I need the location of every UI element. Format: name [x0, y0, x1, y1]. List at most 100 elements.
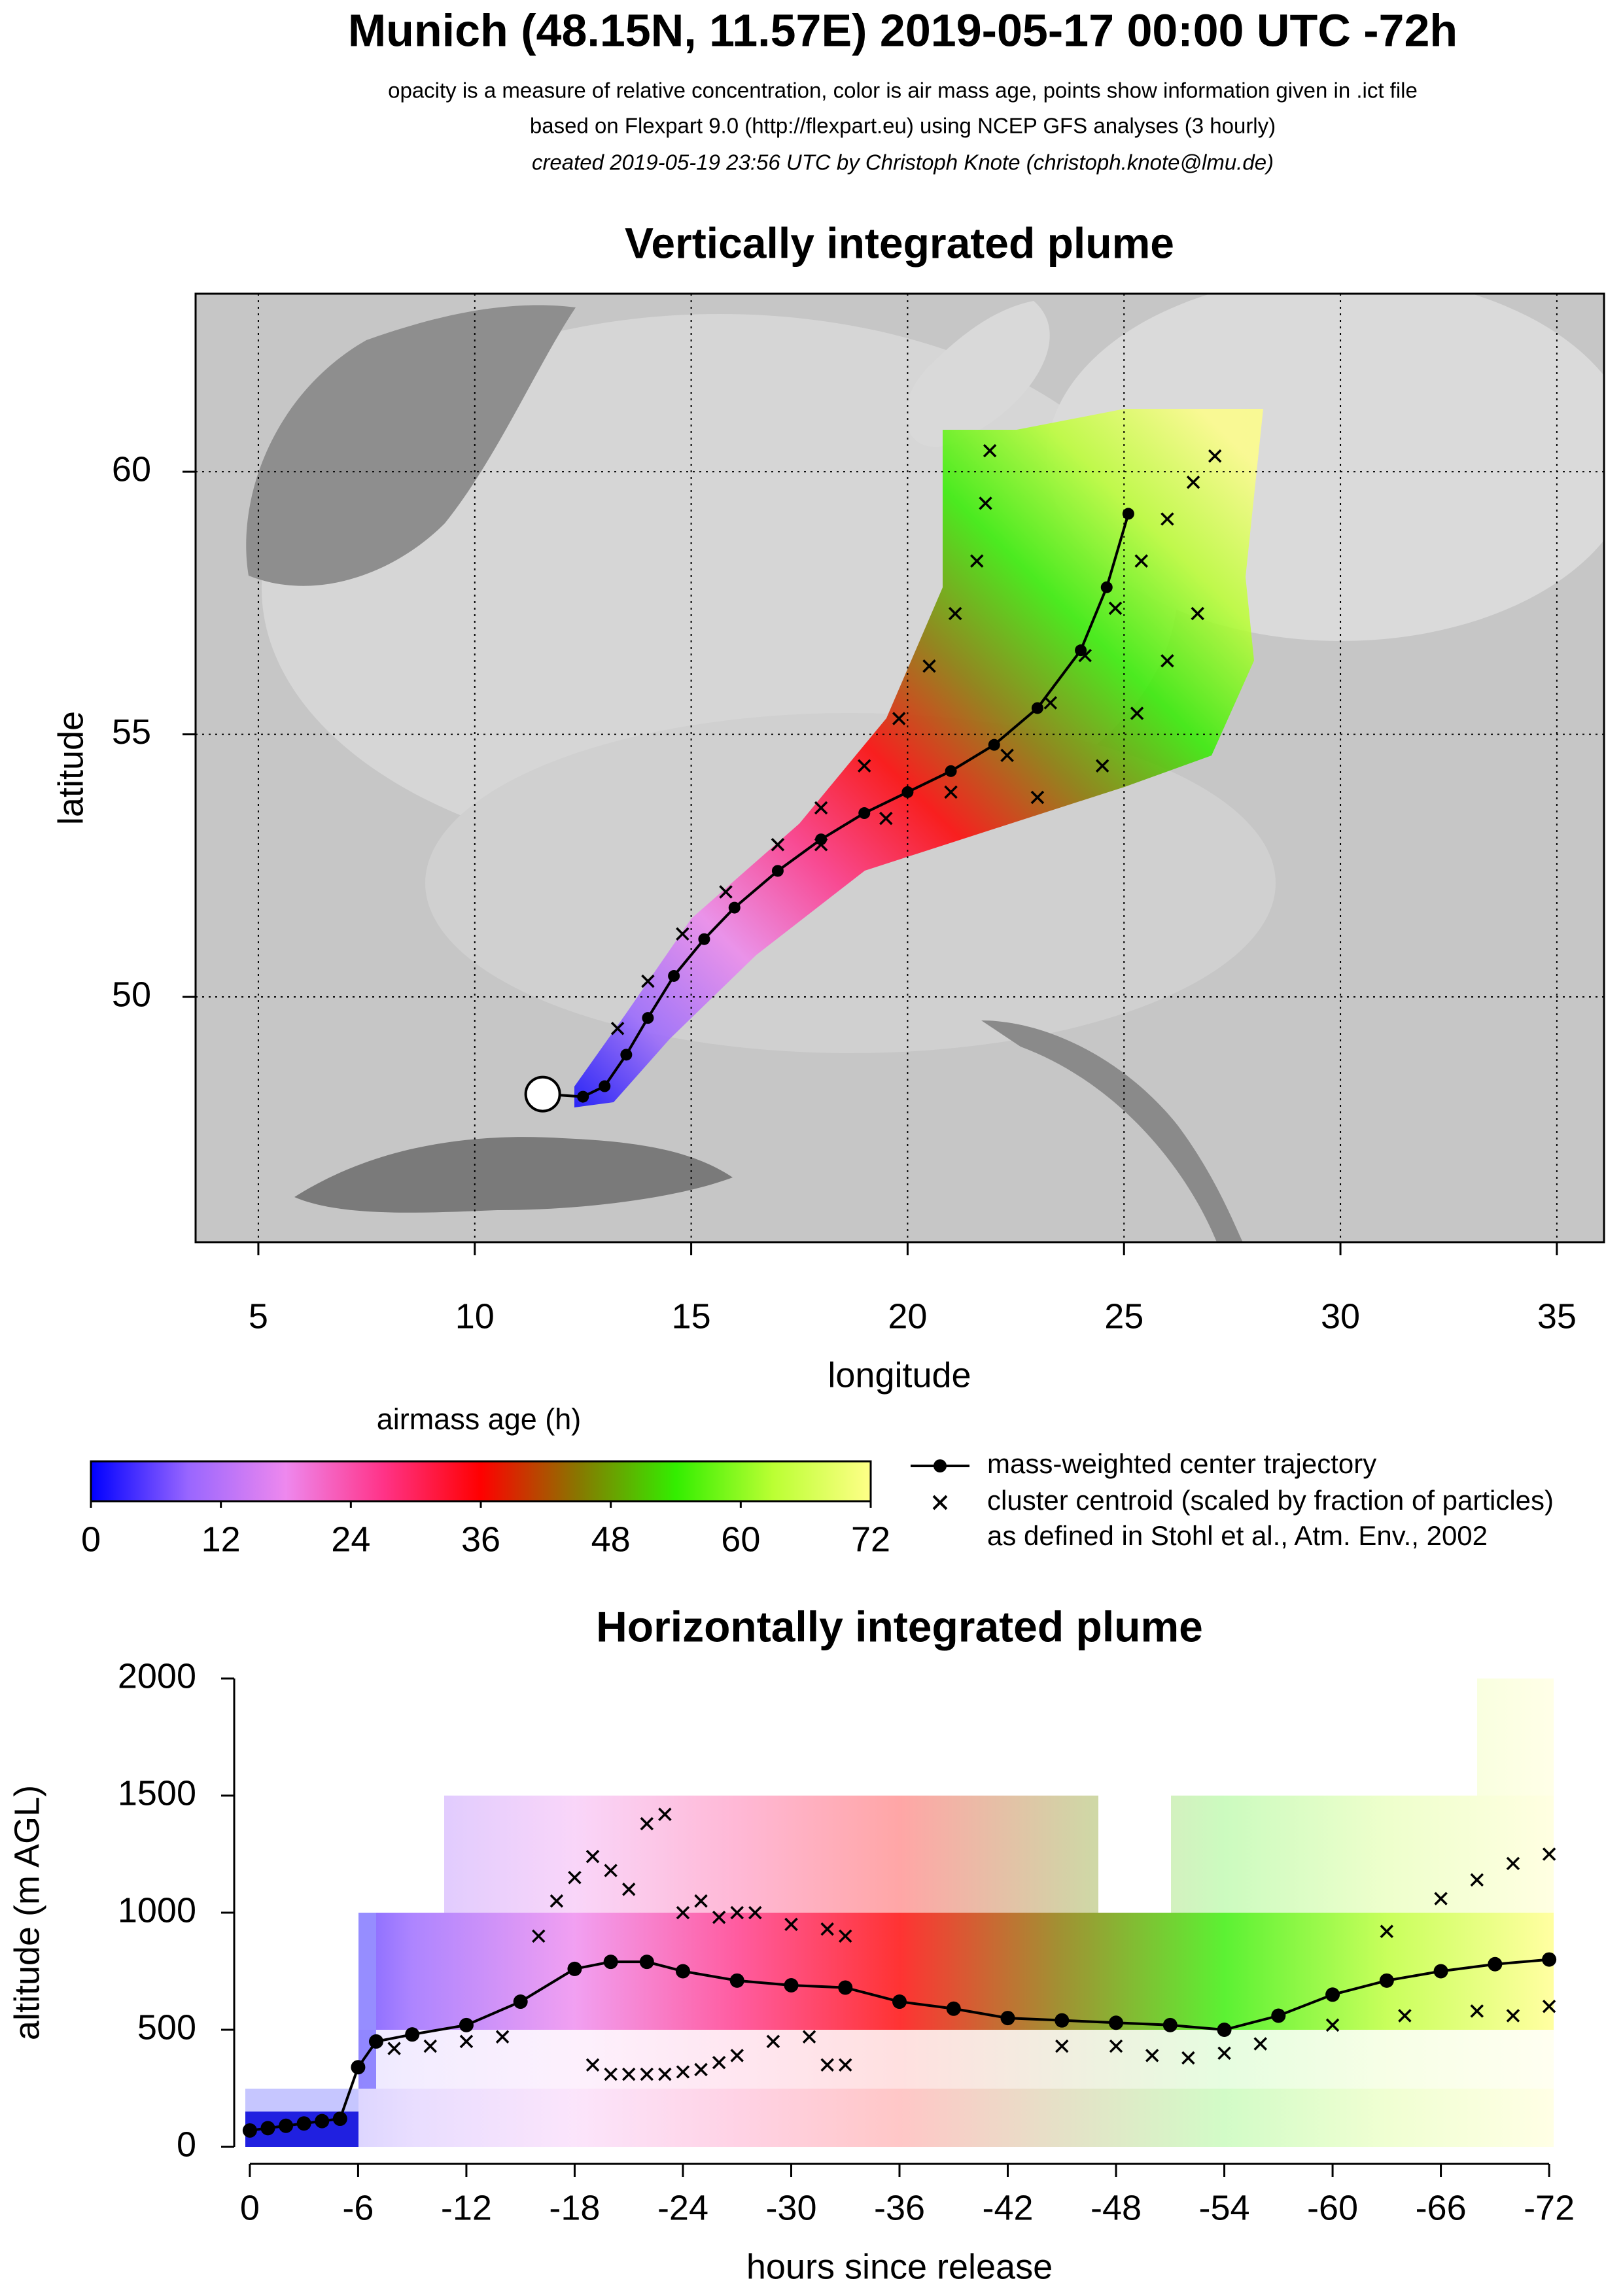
trajectory-point: [459, 2017, 474, 2032]
cluster-centroid: [604, 1864, 618, 1877]
trajectory-point: [620, 1049, 633, 1061]
x-tick-label: 0: [240, 2188, 260, 2227]
cluster-centroid: [1191, 606, 1204, 621]
cluster-centroid: [1161, 653, 1174, 668]
cluster-centroid: [658, 1807, 672, 1821]
colorbar: [90, 1460, 872, 1503]
cluster-centroid: [970, 554, 984, 568]
cluster-centroid: [1217, 2046, 1231, 2061]
y-tick-label: 2000: [118, 1656, 196, 1696]
trajectory-point: [279, 2118, 294, 2133]
plume-band: [1171, 1796, 1554, 1913]
cluster-centroid: [1108, 601, 1123, 616]
cluster-centroid: [1470, 1873, 1484, 1887]
cluster-centroid: [1055, 2039, 1069, 2053]
trajectory-point: [771, 865, 784, 877]
x-tick-label: 20: [888, 1296, 927, 1336]
cluster-centroid: [1134, 554, 1148, 568]
terrain: [246, 305, 576, 586]
plot-title: Horizontally integrated plume: [596, 1602, 1203, 1650]
cluster-centroid: [1078, 648, 1092, 663]
cluster-centroid: [387, 2042, 401, 2055]
cluster-centroid: [719, 885, 733, 899]
trajectory-point: [315, 2113, 330, 2129]
trajectory-point: [1488, 1957, 1503, 1972]
cluster-centroid: [585, 2058, 600, 2072]
cluster-centroid: [712, 1910, 726, 1924]
terrain: [905, 301, 1050, 447]
y-tick-label: 0: [177, 2125, 196, 2164]
cluster-centroid: [979, 496, 992, 510]
plume-band: [358, 1913, 376, 2089]
trajectory-point: [838, 1980, 853, 1995]
x-tick-label: -18: [549, 2188, 600, 2227]
cluster-centroid: [585, 1849, 600, 1864]
y-axis-title: latitude: [51, 711, 90, 825]
cluster-centroid: [641, 974, 655, 988]
cluster-centroid: [694, 2062, 708, 2077]
cluster-centroid: [1434, 1892, 1448, 1905]
cluster-centroid: [1130, 706, 1144, 720]
plume-profile: [245, 1679, 1554, 2147]
trajectory-point: [639, 1955, 654, 1970]
cluster-centroid: [766, 2034, 780, 2049]
trajectory-point: [1542, 1952, 1557, 1967]
trajectory-point: [599, 1080, 611, 1092]
trajectory-point: [1122, 508, 1134, 520]
trajectory-point: [901, 786, 914, 798]
x-tick-label: -36: [874, 2188, 925, 2227]
y-tick-label: 55: [112, 712, 151, 752]
cluster-centroid: [676, 1905, 690, 1920]
plot-frame: [194, 292, 1605, 1244]
trajectory-point: [1325, 1987, 1340, 2002]
cluster-centroid: [676, 927, 689, 941]
subtitle-line: created 2019-05-19 23:56 UTC by Christop…: [532, 150, 1274, 175]
trajectory-point: [668, 969, 680, 982]
cluster-centroid: [730, 1905, 744, 1920]
plume: [574, 409, 1263, 1107]
cluster-centroid: [1109, 2039, 1123, 2053]
trajectory-point: [858, 807, 871, 820]
cluster-centroid: [802, 2030, 816, 2044]
colorbar-tick-label: 24: [331, 1520, 370, 1559]
cluster-centroid: [944, 785, 958, 799]
cluster-centroid: [568, 1871, 582, 1885]
cluster-centroid: [1095, 759, 1109, 773]
x-tick-label: -60: [1307, 2188, 1358, 2227]
cluster-centroid: [550, 1894, 564, 1908]
x-tick-label: -12: [441, 2188, 492, 2227]
trajectory-point: [369, 2034, 383, 2049]
trajectory-point: [946, 2001, 961, 2016]
cluster-centroid: [640, 1817, 654, 1831]
trajectory-point: [577, 1090, 589, 1103]
cluster-centroid: [922, 659, 936, 673]
trajectory-point: [642, 1012, 654, 1024]
x-tick-label: -24: [657, 2188, 708, 2227]
cluster-centroid: [1470, 2004, 1484, 2018]
trajectory-point: [332, 2112, 347, 2127]
terrain: [981, 1020, 1243, 1242]
cluster-centroid: [621, 2067, 636, 2081]
cluster-centroid: [858, 759, 871, 773]
cluster-centroid: [1506, 2009, 1520, 2023]
y-tick-label: 50: [112, 975, 151, 1014]
cluster-centroid: [879, 811, 893, 826]
cluster-centroid: [676, 2065, 690, 2079]
trajectory-point: [988, 739, 1000, 751]
trajectory-point: [1100, 581, 1113, 593]
trajectory-point: [1000, 2011, 1015, 2026]
plume-band: [358, 2030, 1554, 2089]
x-tick-label: -72: [1524, 2188, 1575, 2227]
cluster-centroid: [532, 1929, 546, 1943]
page-title: Munich (48.15N, 11.57E) 2019-05-17 00:00…: [348, 5, 1457, 56]
cluster-centroid: [771, 837, 785, 852]
cluster-centroid: [1043, 696, 1057, 710]
plume-band: [245, 2089, 358, 2112]
x-tick-label: -48: [1091, 2188, 1142, 2227]
cluster-centroid: [1186, 475, 1200, 489]
cluster-centroid: [640, 2067, 654, 2081]
y-tick-label: 1000: [118, 1890, 196, 1930]
legend-cross: [932, 1495, 948, 1510]
cluster-centroid: [1506, 1856, 1520, 1871]
cluster-centroid: [621, 1882, 636, 1896]
